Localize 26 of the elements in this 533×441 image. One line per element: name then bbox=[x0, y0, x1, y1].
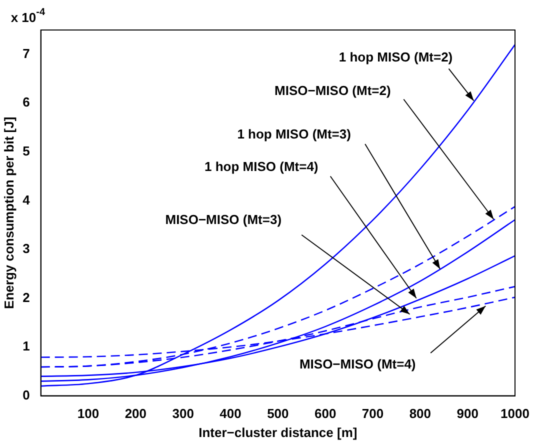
annotation: 1 hop MISO (Mt=4) bbox=[204, 158, 318, 174]
y-tick-label: 3 bbox=[22, 241, 30, 256]
x-tick-label: 300 bbox=[172, 406, 194, 422]
x-tick-label: 1000 bbox=[500, 406, 530, 422]
y-tick-label: 6 bbox=[22, 94, 30, 110]
x-tick-label: 700 bbox=[362, 406, 384, 422]
x-tick-label: 900 bbox=[456, 406, 478, 422]
x-tick-label: 100 bbox=[77, 406, 100, 422]
x-tick-label: 600 bbox=[314, 406, 336, 422]
annotation: MISO−MISO (Mt=4) bbox=[299, 356, 416, 372]
y-tick-label: 1 bbox=[22, 338, 30, 354]
x-tick-label: 200 bbox=[124, 406, 147, 422]
x-axis-title: Inter−cluster distance [m] bbox=[198, 424, 358, 440]
x-tick-label: 800 bbox=[409, 406, 432, 422]
annotation: 1 hop MISO (Mt=3) bbox=[237, 126, 351, 142]
y-tick-label: 5 bbox=[22, 144, 30, 159]
x-tick-label: 500 bbox=[267, 406, 289, 422]
annotation: MISO−MISO (Mt=2) bbox=[274, 82, 391, 98]
x-tick-label: 400 bbox=[220, 406, 242, 422]
y-tick-label: 4 bbox=[22, 192, 31, 208]
y-tick-label: 2 bbox=[22, 290, 30, 305]
y-tick-label: 0 bbox=[22, 387, 30, 402]
annotation: MISO−MISO (Mt=3) bbox=[165, 212, 282, 227]
y-axis-title: Energy consumption per bit [J] bbox=[1, 116, 16, 309]
y-tick-label: 7 bbox=[22, 46, 30, 61]
annotation: 1 hop MISO (Mt=2) bbox=[338, 49, 453, 64]
